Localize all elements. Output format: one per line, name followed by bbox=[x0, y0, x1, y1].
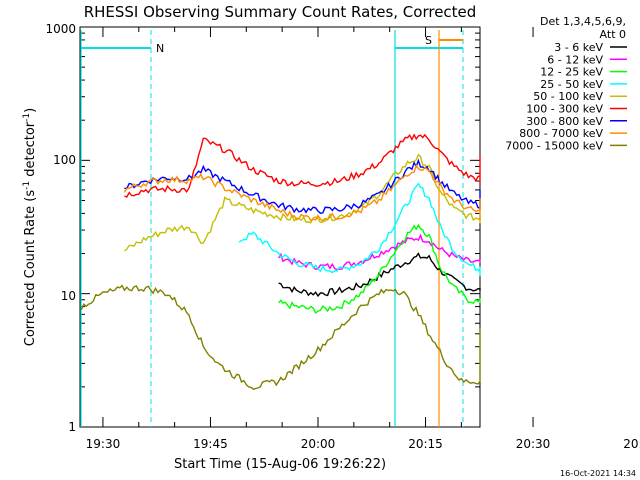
x-tick-label: 20:45 bbox=[623, 437, 640, 451]
series-lines bbox=[80, 133, 481, 390]
y-axis-label-exp1: -1 bbox=[22, 181, 32, 190]
y-axis-label-part1: Corrected Count Rate (s bbox=[23, 190, 38, 347]
legend-entry-label: 12 - 25 keV bbox=[540, 66, 603, 79]
legend-entry-label: 800 - 7000 keV bbox=[519, 127, 603, 140]
plot-frame bbox=[79, 26, 481, 428]
night-label: N bbox=[156, 42, 164, 55]
chart-title: RHESSI Observing Summary Count Rates, Co… bbox=[84, 3, 477, 21]
series-line bbox=[124, 133, 481, 198]
saa-label: S bbox=[425, 34, 432, 47]
x-tick-label: 19:45 bbox=[193, 437, 228, 451]
x-tick-label: 20:00 bbox=[301, 437, 336, 451]
legend-header-line1: Det 1,3,4,5,6,9, bbox=[540, 15, 626, 28]
series-line bbox=[278, 223, 481, 314]
y-axis-label-part3: ) bbox=[23, 108, 38, 113]
x-tick-label: 20:30 bbox=[516, 437, 551, 451]
legend-entry-label: 100 - 300 keV bbox=[526, 103, 603, 116]
orbit-markers: N S bbox=[80, 30, 464, 427]
x-axis-label: Start Time (15-Aug-06 19:26:22) bbox=[174, 457, 386, 472]
legend-entry-label: 25 - 50 keV bbox=[540, 78, 603, 91]
y-tick-label-1: 1 bbox=[68, 420, 76, 434]
x-tick-label: 20:15 bbox=[408, 437, 443, 451]
x-tick-label: 19:30 bbox=[86, 437, 121, 451]
series-line bbox=[238, 182, 481, 277]
series-line bbox=[80, 284, 481, 390]
y-tick-label-100: 100 bbox=[53, 153, 76, 167]
legend-header-line2: Att 0 bbox=[600, 28, 626, 41]
y-axis-label-exp2: -1 bbox=[22, 113, 32, 122]
generated-timestamp: 16-Oct-2021 14:34 bbox=[560, 469, 636, 478]
series-line bbox=[123, 163, 481, 222]
legend-entry-label: 6 - 12 keV bbox=[547, 53, 603, 66]
y-tick-label-10: 10 bbox=[61, 289, 76, 303]
series-line bbox=[123, 153, 481, 252]
legend-entry-label: 3 - 6 keV bbox=[554, 41, 603, 54]
legend-entry-label: 300 - 800 keV bbox=[526, 115, 603, 128]
series-line bbox=[278, 252, 481, 298]
y-axis-label-part2: detector bbox=[23, 121, 38, 181]
legend-entry-label: 50 - 100 keV bbox=[533, 90, 603, 103]
y-tick-label-1000: 1000 bbox=[45, 22, 76, 36]
y-axis-label: Corrected Count Rate (s-1 detector-1) bbox=[22, 108, 38, 346]
legend-entry-label: 7000 - 15000 keV bbox=[505, 139, 603, 152]
